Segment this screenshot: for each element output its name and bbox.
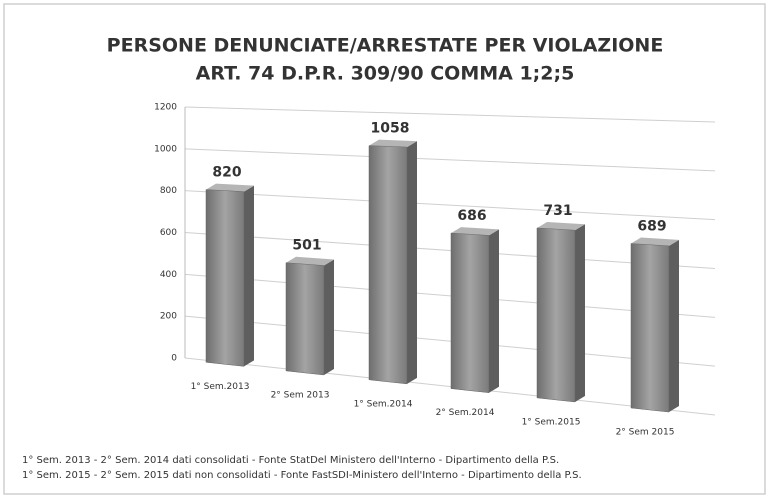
y-tick-label: 400 xyxy=(160,270,177,280)
bar xyxy=(536,227,576,403)
grid-line xyxy=(184,357,716,416)
bar-side xyxy=(575,224,585,402)
x-tick-label: 1° Sem.2013 xyxy=(191,382,250,392)
bar xyxy=(450,232,490,393)
chart-title: ART. 74 D.P.R. 309/90 COMMA 1;2;5 xyxy=(196,63,575,85)
grid-line xyxy=(184,190,716,221)
bar-top xyxy=(206,183,254,192)
bar xyxy=(205,189,245,367)
footnote: 1° Sem. 2013 - 2° Sem. 2014 dati consoli… xyxy=(22,455,559,466)
value-label: 689 xyxy=(637,219,666,235)
value-label: 1058 xyxy=(371,121,410,137)
x-tick-label: 1° Sem.2015 xyxy=(522,417,581,427)
bar-side xyxy=(489,229,499,393)
grid-line xyxy=(184,232,716,269)
x-tick-label: 2° Sem 2015 xyxy=(616,427,675,437)
bar-top xyxy=(369,139,417,148)
bar-top xyxy=(286,256,334,266)
bar xyxy=(285,262,325,376)
footnote: 1° Sem. 2015 - 2° Sem. 2015 dati non con… xyxy=(22,470,582,481)
bar xyxy=(368,145,408,385)
chart-title: PERSONE DENUNCIATE/ARRESTATE PER VIOLAZI… xyxy=(107,35,664,57)
bar-side xyxy=(244,185,254,367)
bar-side xyxy=(407,141,417,384)
y-tick-label: 200 xyxy=(160,312,177,322)
bar xyxy=(630,243,670,413)
value-label: 731 xyxy=(543,203,572,219)
x-tick-label: 2° Sem.2014 xyxy=(436,408,495,418)
y-tick-label: 800 xyxy=(160,186,177,196)
grid-line xyxy=(184,273,716,318)
bar-side xyxy=(324,259,334,375)
y-tick-label: 600 xyxy=(160,228,177,238)
grid-line xyxy=(184,148,716,172)
bar-top xyxy=(631,237,679,246)
value-label: 686 xyxy=(457,208,486,224)
value-label: 820 xyxy=(212,165,241,181)
x-tick-label: 2° Sem 2013 xyxy=(271,390,330,400)
bar-top xyxy=(451,227,499,236)
y-tick-label: 0 xyxy=(171,354,177,364)
y-tick-label: 1000 xyxy=(154,144,177,154)
value-label: 501 xyxy=(292,238,321,254)
grid-line xyxy=(184,106,716,123)
x-tick-label: 1° Sem.2014 xyxy=(354,399,413,409)
y-tick-label: 1200 xyxy=(154,103,177,113)
bar-top xyxy=(537,221,585,231)
bar-side xyxy=(669,239,679,413)
grid-line xyxy=(184,315,716,367)
